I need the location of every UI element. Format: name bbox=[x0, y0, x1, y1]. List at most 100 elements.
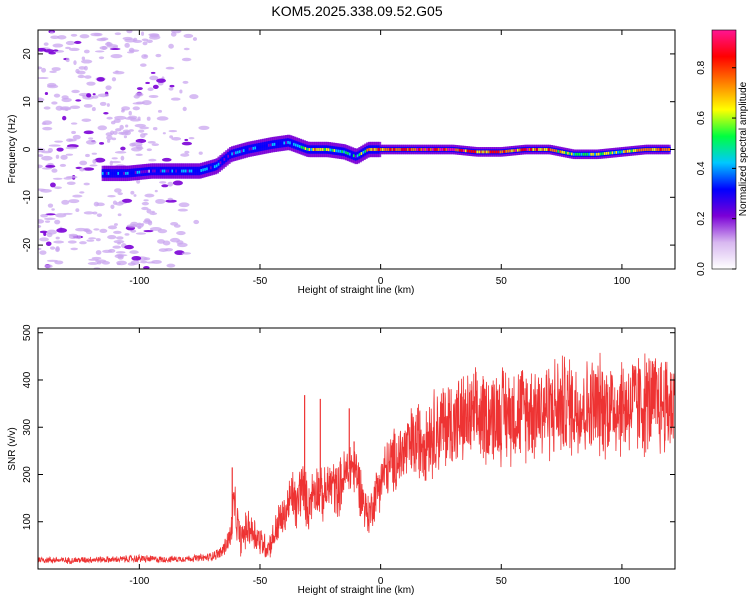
noise-blob bbox=[96, 37, 107, 42]
noise-blob bbox=[128, 110, 132, 116]
noise-blob bbox=[140, 63, 147, 67]
ridge-core bbox=[484, 150, 487, 154]
spectrogram-x-label: Height of straight line (km) bbox=[298, 285, 415, 296]
ridge-core bbox=[424, 148, 427, 151]
noise-blob bbox=[38, 225, 42, 228]
spectrogram-y-axis: -20 -10 0 10 20 bbox=[22, 48, 675, 252]
ridge-core bbox=[312, 148, 315, 151]
spectrogram-image bbox=[38, 30, 671, 269]
noise-blob bbox=[121, 108, 125, 112]
noise-blob bbox=[128, 129, 134, 132]
ridge-core bbox=[260, 145, 263, 149]
ridge-core bbox=[366, 148, 369, 152]
noise-blob bbox=[148, 33, 160, 37]
noise-blob bbox=[141, 100, 152, 106]
ridge-core bbox=[155, 169, 159, 173]
noise-blob bbox=[65, 57, 70, 63]
noise-blob bbox=[89, 164, 98, 167]
noise-blob bbox=[44, 264, 53, 269]
ridge-core bbox=[208, 166, 211, 170]
ridge-core bbox=[213, 165, 217, 169]
noise-blob bbox=[86, 81, 96, 86]
ridge-core bbox=[296, 144, 300, 148]
ridge-core bbox=[221, 159, 225, 163]
noise-blob bbox=[99, 228, 108, 234]
ridge-core bbox=[486, 150, 489, 154]
noise-blob bbox=[165, 199, 177, 203]
noise-blob bbox=[168, 129, 178, 133]
noise-blob bbox=[92, 159, 97, 164]
noise-blob bbox=[41, 155, 53, 161]
noise-blob bbox=[81, 59, 93, 64]
noise-blob bbox=[44, 91, 49, 96]
ridge-core bbox=[115, 171, 119, 175]
ridge-core bbox=[462, 149, 466, 153]
noise-blob bbox=[141, 38, 149, 42]
ridge-core bbox=[652, 148, 655, 151]
y-tick-label: 300 bbox=[22, 418, 33, 435]
ridge-core bbox=[443, 148, 447, 151]
noise-blob bbox=[198, 125, 210, 131]
ridge-core bbox=[377, 148, 381, 151]
ridge-core bbox=[327, 148, 331, 152]
ridge-core bbox=[331, 148, 335, 152]
ridge-core bbox=[607, 151, 611, 155]
noise-blob bbox=[38, 164, 43, 169]
noise-blob bbox=[60, 154, 68, 160]
ridge-core bbox=[159, 169, 163, 173]
noise-blob bbox=[170, 31, 177, 37]
noise-blob bbox=[107, 225, 118, 230]
noise-blob bbox=[94, 50, 105, 53]
noise-blob bbox=[193, 219, 200, 225]
x-tick-label: 50 bbox=[496, 576, 508, 587]
ridge-core bbox=[175, 169, 178, 173]
ridge-core bbox=[302, 146, 306, 150]
ridge-core bbox=[196, 169, 200, 173]
ridge-core bbox=[503, 150, 507, 153]
noise-blob bbox=[132, 106, 140, 111]
noise-blob bbox=[50, 35, 60, 40]
ridge-core bbox=[347, 151, 350, 155]
ridge-core bbox=[472, 150, 476, 153]
x-tick-label: 0 bbox=[378, 276, 384, 287]
noise-blob bbox=[66, 181, 76, 185]
noise-blob bbox=[87, 262, 99, 265]
ridge-core bbox=[250, 147, 254, 151]
ridge-core bbox=[240, 149, 244, 153]
noise-blob bbox=[71, 89, 80, 94]
noise-blob bbox=[124, 42, 130, 48]
ridge-core bbox=[393, 148, 397, 151]
noise-blob bbox=[79, 34, 90, 39]
noise-blob bbox=[73, 60, 77, 66]
ridge-core bbox=[206, 167, 209, 171]
noise-blob bbox=[72, 194, 83, 198]
noise-blob bbox=[169, 135, 174, 139]
ridge-core bbox=[341, 150, 344, 154]
ridge-core bbox=[632, 149, 636, 153]
noise-blob bbox=[72, 134, 81, 140]
ridge-core bbox=[623, 150, 626, 154]
noise-blob bbox=[48, 144, 61, 147]
ridge-core bbox=[345, 151, 348, 155]
ridge-core bbox=[445, 148, 449, 151]
noise-blob bbox=[198, 151, 203, 155]
ridge-core bbox=[520, 148, 524, 152]
noise-blob bbox=[147, 87, 154, 92]
ridge-core bbox=[192, 169, 196, 173]
noise-blob bbox=[146, 39, 153, 44]
noise-blob bbox=[59, 163, 67, 167]
figure-title: KOM5.2025.338.09.52.G05 bbox=[271, 3, 442, 19]
ridge-core bbox=[551, 148, 555, 152]
noise-blob bbox=[51, 208, 55, 211]
ridge-core bbox=[350, 153, 354, 157]
noise-blob bbox=[111, 157, 118, 160]
ridge-core bbox=[516, 148, 520, 152]
ridge-core bbox=[505, 149, 508, 153]
ridge-core bbox=[555, 149, 559, 153]
noise-blob bbox=[170, 97, 181, 101]
noise-blob bbox=[176, 231, 186, 236]
noise-blob bbox=[47, 147, 53, 153]
noise-blob bbox=[116, 236, 124, 240]
ridge-core bbox=[532, 148, 536, 151]
noise-blob bbox=[181, 57, 192, 62]
